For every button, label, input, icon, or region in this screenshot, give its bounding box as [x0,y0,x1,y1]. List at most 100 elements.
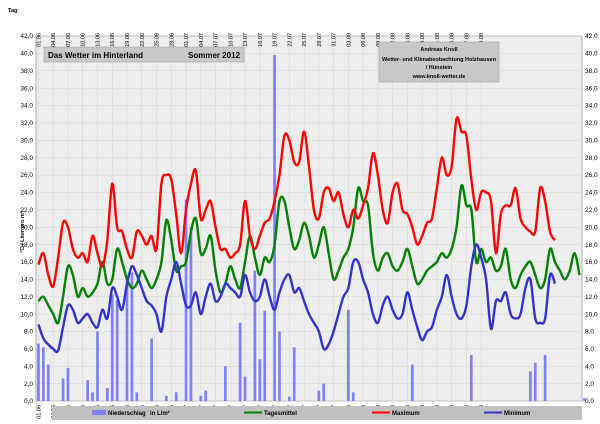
x-tick-label-top: 22.07 [287,33,293,47]
title-box [43,46,245,63]
y-tick-label-left: 42,0 [20,33,33,40]
credit-org: Wetter- und Klimabeobachtung Holzhausen [382,57,497,63]
legend-label-precipitation: Niederschlag [108,411,146,417]
x-tick-label-top: 28.06 [169,33,175,47]
precipitation-bar [66,367,70,401]
y-tick-label-right: 2,0 [585,381,594,388]
legend-bar [52,406,582,420]
precipitation-bar [292,347,296,401]
y-tick-label-left: 12,0 [20,294,33,301]
x-axis-label: Tag [8,8,17,14]
x-tick-label-top: 07.07 [214,33,220,47]
legend-label-mean: Tagesmittel [264,411,297,417]
credit-box [378,41,500,83]
y-axis-label: °C / Liter pro m² [19,211,26,252]
precipitation-bar [543,354,547,401]
chart-title: Das Wetter im Hinterland [48,51,143,60]
precipitation-bar [130,272,134,401]
chart-subtitle: Sommer 2012 [188,51,241,60]
precipitation-bar [91,392,94,401]
precipitation-bar [346,309,350,401]
precipitation-bar [224,366,227,401]
y-tick-label-left: 6,0 [24,346,33,353]
x-tick-label-top: 25.07 [302,33,308,47]
y-tick-label-left: 16,0 [20,259,33,266]
precipitation-bar [105,387,109,401]
precipitation-bar [184,199,188,401]
y-tick-label-left: 8,0 [24,329,33,336]
x-tick-label-top: 28.07 [317,33,323,47]
precipitation-bar [469,354,473,401]
precipitation-bar [238,322,242,401]
y-tick-label-right: 24,0 [585,190,598,197]
x-tick-label-top: 07.06 [66,33,72,47]
y-tick-label-right: 26,0 [585,172,598,179]
x-tick-label-top: 12.08 [391,33,397,47]
x-tick-label-top: 25.06 [155,33,161,47]
y-tick-label-left: 40,0 [20,51,33,58]
precipitation-bar [86,380,90,401]
y-tick-label-right: 12,0 [585,294,598,301]
maximum-line [37,116,556,289]
y-tick-label-left: 4,0 [24,363,33,370]
y-tick-label-right: 8,0 [585,329,594,336]
x-tick-label-top: 13.07 [243,33,249,47]
x-tick-label-top: 24.08 [450,33,456,47]
y-tick-label-right: 14,0 [585,277,598,284]
x-tick-label-top: 01.06 [36,33,42,47]
mean-line [37,183,581,325]
precipitation-bar [189,227,193,401]
y-tick-label-right: 20,0 [585,224,598,231]
y-tick-label-right: 16,0 [585,259,598,266]
legend-item-minimum: Minimum [484,411,530,417]
x-tick-label-top: 31.07 [332,33,338,47]
precipitation-bar [115,300,119,401]
x-tick-label-top: 22.06 [140,33,146,47]
y-tick-label-right: 30,0 [585,137,598,144]
precipitation-bar [199,395,203,401]
precipitation-bar [135,392,139,401]
y-tick-label-left: 20,0 [20,224,33,231]
legend-label-minimum: Minimum [504,411,530,417]
y-tick-label-right: 36,0 [585,85,598,92]
precipitation-bar [263,310,267,401]
y-tick-label-left: 28,0 [20,155,33,162]
y-tick-label-left: 14,0 [20,277,33,284]
precipitation-bar [317,390,321,401]
precipitation-bar [528,371,532,401]
x-tick-label-top: 19.06 [125,33,131,47]
x-tick-label-top: 19.07 [273,33,279,47]
precipitation-bar [322,383,326,401]
precipitation-bar [273,55,276,401]
precipitation-bar [583,398,586,401]
precipitation-bars [37,55,586,401]
precipitation-bar [96,331,99,401]
y-tick-label-right: 32,0 [585,120,598,127]
y-tick-label-right: 34,0 [585,103,598,110]
x-tick-label-top: 30.08 [479,33,485,47]
legend-item-precipitation: Niederschlag in L/m² [92,410,170,417]
precipitation-bar [243,376,247,401]
precipitation-bar [258,359,262,401]
x-tick-label-top: 06.08 [361,33,367,47]
precipitation-bar [110,294,114,401]
y-tick-label-right: 6,0 [585,346,594,353]
y-tick-label-left: 34,0 [20,103,33,110]
precipitation-bar [37,343,40,401]
legend-item-maximum: Maximum [372,411,420,417]
x-tick-label-top: 21.08 [435,33,441,47]
y-tick-label-left: 2,0 [24,381,33,388]
precipitation-bar [204,390,208,401]
x-tick-label-top: 16.07 [258,33,264,47]
legend-label-maximum: Maximum [392,411,420,417]
y-tick-label-right: 42,0 [585,33,598,40]
precipitation-bar [46,364,50,401]
x-tick-label-top: 04.07 [199,33,205,47]
y-tick-label-left: 22,0 [20,207,33,214]
x-tick-label-top: 27.08 [464,33,470,47]
x-tick-label-top: 18.08 [420,33,426,47]
y-tick-label-right: 40,0 [585,51,598,58]
precipitation-bar [253,270,257,401]
precipitation-bar [351,392,355,401]
